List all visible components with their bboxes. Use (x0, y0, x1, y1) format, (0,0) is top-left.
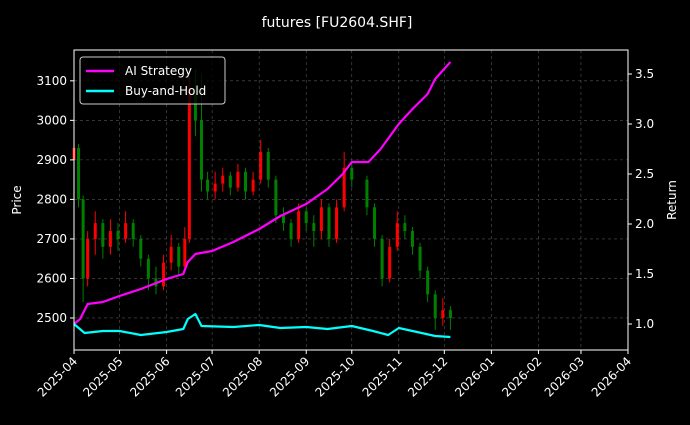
candle-body (342, 167, 346, 208)
plot-frame (73, 49, 629, 351)
candle-body (124, 223, 128, 239)
candle-body (373, 207, 377, 239)
candle-body (206, 179, 210, 192)
candle-body (108, 231, 112, 247)
candle-body (193, 88, 197, 121)
candle-body (426, 270, 430, 295)
candle-body (281, 215, 285, 224)
candle-body (251, 179, 255, 192)
candle-body (433, 294, 437, 318)
candle-body (335, 207, 339, 239)
candle-body (380, 238, 384, 279)
candle-body (93, 223, 97, 239)
candle-body (86, 238, 90, 279)
legend: AI Strategy Buy-and-Hold (79, 56, 226, 105)
candle-body (228, 175, 232, 188)
candle-body (259, 151, 263, 180)
candle-body (395, 223, 399, 247)
ai-strategy-line (73, 61, 452, 325)
candle-body (221, 175, 225, 184)
y-tick-label-left: 2900 (36, 153, 67, 167)
candle-body (319, 207, 323, 232)
candle-body (162, 262, 166, 287)
y-tick-label-right: 1.0 (635, 317, 654, 331)
candle-body (274, 179, 278, 216)
candle-body (365, 179, 369, 208)
candle-body (448, 310, 452, 318)
candle-body (441, 310, 445, 318)
candle-body (77, 148, 81, 200)
y-axis-label-left: Price (10, 185, 24, 214)
y-tick-label-left: 2800 (36, 192, 67, 206)
y-tick-label-right: 3.0 (635, 117, 654, 131)
candle-body (101, 223, 105, 247)
y-tick-label-right: 2.0 (635, 217, 654, 231)
candle-body (183, 238, 187, 267)
chart-title: futures [FU2604.SHF] (262, 15, 413, 31)
candle-body (199, 120, 203, 180)
y-tick-label-right: 2.5 (635, 167, 654, 181)
y-tick-label-left: 2600 (36, 271, 67, 285)
candle-body (418, 246, 422, 271)
candle-body (213, 183, 217, 192)
candle-body (266, 151, 270, 180)
buy-and-hold-line (73, 312, 451, 339)
candle-body (410, 231, 414, 247)
y-tick-label-left: 3000 (36, 113, 67, 127)
candle-body (327, 207, 331, 239)
y-axis-label-right: Return (665, 180, 679, 220)
legend-label-bh: Buy-and-Hold (125, 84, 206, 98)
candle-body (244, 171, 248, 192)
candle-body (350, 167, 354, 180)
candle-body (403, 223, 407, 232)
candle-body (116, 231, 120, 239)
candles (72, 68, 452, 330)
candle-body (304, 211, 308, 224)
return-lines (73, 61, 452, 339)
candle-body (177, 246, 181, 267)
candle-body (146, 258, 150, 279)
candle-body (236, 171, 240, 188)
candle-body (139, 238, 143, 259)
y-tick-label-left: 2700 (36, 232, 67, 246)
candle-body (81, 199, 85, 279)
candle-body (297, 211, 301, 239)
y-tick-label-left: 2500 (36, 311, 67, 325)
candle-body (312, 223, 316, 232)
candle-body (131, 223, 135, 239)
y-tick-label-right: 1.5 (635, 267, 654, 281)
candle-body (388, 246, 392, 279)
candle-body (187, 88, 191, 239)
legend-box (79, 56, 226, 105)
candle-body (169, 246, 173, 263)
y-tick-label-right: 3.5 (635, 67, 654, 81)
legend-label-ai: AI Strategy (125, 64, 192, 78)
candle-body (289, 223, 293, 239)
y-tick-label-left: 3100 (36, 74, 67, 88)
